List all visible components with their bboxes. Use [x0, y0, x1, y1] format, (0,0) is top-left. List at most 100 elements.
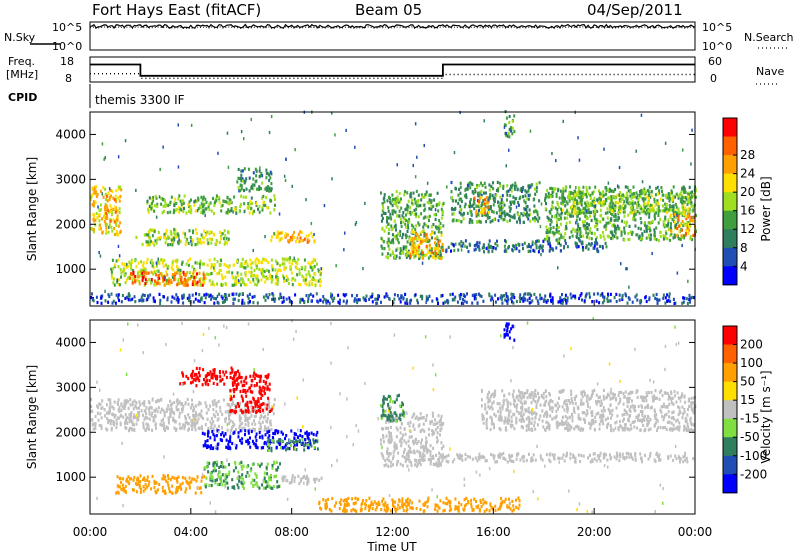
power-cell	[555, 159, 557, 163]
velocity-cell	[146, 426, 148, 430]
power-cell	[637, 236, 640, 240]
velocity-cell	[260, 396, 263, 400]
power-cell	[227, 237, 230, 241]
power-cell	[598, 196, 601, 200]
power-cell	[533, 249, 536, 253]
power-cell	[593, 214, 596, 218]
power-cell	[291, 238, 294, 242]
power-cell	[189, 235, 192, 240]
power-cell	[107, 300, 110, 304]
power-cell	[400, 294, 403, 298]
power-cell	[404, 233, 407, 237]
velocity-cell	[94, 414, 97, 419]
power-cell	[338, 301, 341, 305]
power-cell	[268, 130, 271, 135]
velocity-cell	[211, 427, 214, 431]
velocity-cell	[179, 382, 182, 386]
power-cell	[662, 293, 665, 297]
power-cell	[235, 211, 238, 215]
nave-label: Nave	[756, 65, 784, 78]
velocity-cell	[258, 420, 261, 424]
power-cell	[164, 241, 167, 245]
velocity-cell	[212, 446, 215, 450]
power-cell	[157, 277, 159, 282]
velocity-cell	[237, 402, 239, 406]
power-cell	[684, 187, 686, 191]
velocity-cell	[184, 414, 187, 419]
power-cell	[137, 261, 140, 265]
power-cell	[183, 194, 186, 198]
power-cell	[174, 197, 177, 201]
velocity-cell	[203, 432, 206, 436]
velocity-cell	[147, 483, 150, 487]
power-cell	[579, 294, 582, 298]
power-cell	[518, 296, 521, 300]
power-cell	[469, 209, 471, 213]
power-cell	[125, 278, 128, 282]
power-cell	[225, 297, 228, 301]
power-cell	[546, 188, 549, 193]
power-cell	[585, 244, 588, 248]
power-cell	[414, 254, 417, 258]
power-cell	[136, 275, 139, 279]
power-cell	[113, 283, 116, 287]
power-cell	[174, 232, 177, 236]
power-cell	[117, 282, 120, 287]
power-cell	[398, 232, 401, 236]
power-cell	[194, 297, 197, 301]
velocity-cell	[258, 385, 261, 389]
velocity-cell	[254, 373, 257, 377]
power-cell	[397, 200, 400, 204]
velocity-cell	[255, 410, 258, 414]
power-cell	[639, 217, 642, 221]
power-cell	[309, 263, 312, 267]
power-cell	[383, 200, 386, 204]
power-cell	[181, 260, 184, 264]
power-cell	[396, 205, 399, 209]
power-cell	[119, 185, 121, 189]
power-cell	[103, 212, 106, 216]
power-cell	[690, 215, 693, 219]
power-cell	[466, 292, 468, 296]
power-cell	[355, 221, 358, 225]
power-cell	[274, 282, 277, 286]
velocity-cell	[242, 383, 245, 387]
velocity-cell	[186, 397, 189, 401]
power-cell	[112, 207, 115, 211]
cpid-text: themis 3300 IF	[95, 93, 185, 107]
power-cell	[464, 202, 467, 206]
power-cell	[267, 261, 270, 265]
velocity-cell	[259, 377, 262, 381]
power-cell	[286, 258, 289, 262]
power-cell	[672, 194, 675, 198]
power-cell	[660, 186, 663, 190]
power-cell	[691, 190, 694, 194]
velocity-cell	[273, 403, 276, 407]
power-cell	[417, 193, 420, 197]
power-cell	[170, 195, 173, 199]
power-cell	[412, 250, 415, 254]
velocity-cell	[217, 442, 220, 446]
power-cell	[681, 301, 684, 305]
power-cell	[437, 251, 440, 255]
power-cell	[687, 227, 690, 232]
power-cell	[197, 196, 200, 200]
power-cell	[535, 189, 538, 193]
power-cell	[623, 238, 626, 242]
velocity-cell	[176, 488, 179, 492]
power-cell	[313, 240, 316, 244]
power-cell	[231, 292, 234, 296]
power-cell	[578, 158, 581, 162]
velocity-cell	[293, 436, 296, 440]
power-cell	[582, 224, 585, 228]
velocity-cell	[244, 429, 247, 433]
velocity-cell	[192, 406, 195, 410]
velocity-cell	[210, 423, 213, 427]
power-cell	[428, 243, 431, 247]
power-cell	[406, 251, 409, 255]
power-cell	[146, 279, 149, 283]
power-cell	[522, 296, 525, 300]
power-cell	[94, 200, 97, 204]
power-cell	[240, 202, 242, 207]
